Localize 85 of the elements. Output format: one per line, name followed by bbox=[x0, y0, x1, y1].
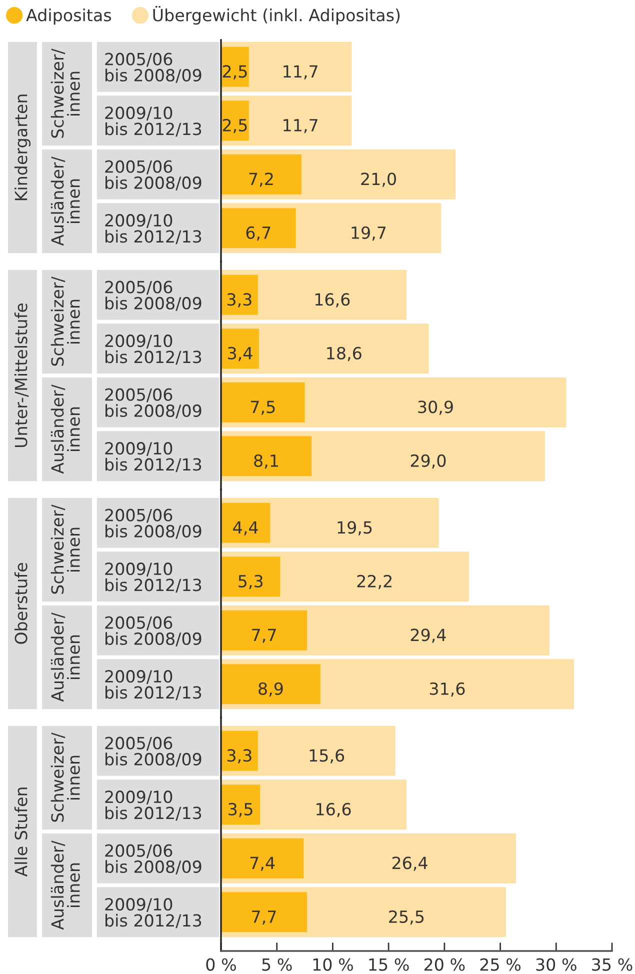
text: Ausländer/ innen bbox=[50, 612, 80, 702]
y-tick-label: 2009/10 bis 2012/13 bbox=[105, 442, 202, 472]
legend-label: Adipositas bbox=[26, 8, 112, 25]
bar bbox=[221, 784, 260, 825]
y-tick-label: 2005/06 bis 2008/09 bbox=[105, 52, 202, 83]
bar bbox=[221, 328, 259, 369]
y-tick-label: 2005/06 bis 2008/09 bbox=[105, 388, 202, 418]
legend-label: Übergewicht (inkl. Adipositas) bbox=[153, 6, 400, 25]
data-label: 6,7 bbox=[246, 226, 270, 241]
data-label: 8,1 bbox=[254, 454, 278, 469]
data-label: 2,5 bbox=[222, 65, 247, 80]
text: Unter-/Mittelstufe bbox=[14, 303, 29, 447]
text: Ausländer/ innen bbox=[50, 156, 80, 246]
data-label: 5,3 bbox=[238, 574, 263, 590]
text: Schweizer/ innen bbox=[50, 48, 80, 138]
data-label: 18,6 bbox=[327, 346, 362, 362]
text: Ausländer/ innen bbox=[50, 840, 80, 930]
y-tick-label: 2005/06 bis 2008/09 bbox=[105, 280, 202, 311]
data-label: 2,5 bbox=[222, 118, 247, 134]
data-label: 8,9 bbox=[258, 682, 283, 697]
y-tick-label: 2009/10 bis 2012/13 bbox=[105, 106, 202, 137]
y-tick-label: 2009/10 bis 2012/13 bbox=[105, 670, 202, 700]
data-label: 22,2 bbox=[357, 574, 392, 590]
y-tick-label: 2005/06 bis 2008/09 bbox=[105, 736, 202, 767]
bar bbox=[221, 154, 302, 194]
bar bbox=[221, 664, 320, 704]
y-tick-label: 2009/10 bis 2012/13 bbox=[105, 562, 202, 593]
bar bbox=[221, 610, 308, 650]
bar bbox=[221, 46, 249, 87]
y-tick-label: 2009/10 bis 2012/13 bbox=[105, 898, 202, 928]
text: Schweizer/ innen bbox=[50, 504, 80, 594]
x-tick-label: 30 % bbox=[536, 958, 576, 971]
data-label: 30,9 bbox=[418, 400, 453, 415]
data-label: 11,7 bbox=[284, 65, 318, 80]
data-label: 3,5 bbox=[228, 802, 252, 818]
data-label: 7,2 bbox=[249, 172, 273, 187]
data-label: 3,3 bbox=[227, 293, 252, 308]
data-label: 19,7 bbox=[352, 226, 386, 241]
y-tick-label: 2005/06 bis 2008/09 bbox=[105, 844, 202, 874]
data-label: 7,7 bbox=[252, 910, 276, 925]
data-label: 7,4 bbox=[250, 856, 275, 871]
x-tick-label: 35 % bbox=[592, 958, 632, 971]
y-tick-label: 2005/06 bis 2008/09 bbox=[105, 508, 202, 539]
data-label: 4,4 bbox=[233, 521, 258, 536]
text: Kindergarten bbox=[14, 94, 31, 200]
data-label: 16,6 bbox=[316, 802, 351, 818]
data-label: 7,5 bbox=[251, 400, 275, 415]
bar bbox=[221, 502, 270, 543]
bar bbox=[221, 208, 296, 248]
data-label: 25,5 bbox=[389, 910, 424, 925]
text: Schweizer/ innen bbox=[50, 276, 80, 366]
x-tick-label: 5 % bbox=[262, 958, 292, 971]
data-label: 3,4 bbox=[228, 346, 252, 362]
bar bbox=[221, 892, 308, 932]
y-tick-label: 2005/06 bis 2008/09 bbox=[105, 616, 202, 646]
text: Alle Stufen bbox=[14, 788, 28, 877]
data-label: 31,6 bbox=[430, 682, 465, 697]
bar bbox=[221, 274, 258, 315]
y-tick-label: 2009/10 bis 2012/13 bbox=[105, 790, 202, 821]
bar bbox=[221, 556, 280, 597]
data-label: 11,7 bbox=[284, 119, 318, 134]
x-tick-label: 15 % bbox=[369, 958, 409, 971]
x-tick-label: 20 % bbox=[424, 958, 465, 971]
data-label: 21,0 bbox=[361, 172, 396, 187]
bar bbox=[221, 838, 304, 878]
data-label: 16,6 bbox=[315, 293, 350, 308]
text: Oberstufe bbox=[14, 563, 28, 644]
data-label: 19,5 bbox=[338, 521, 372, 536]
bar bbox=[221, 730, 258, 771]
x-tick-label: 10 % bbox=[313, 958, 353, 971]
data-label: 15,6 bbox=[310, 749, 344, 764]
bar bbox=[221, 382, 305, 422]
y-tick-label: 2009/10 bis 2012/13 bbox=[105, 334, 202, 365]
x-tick-label: 25 % bbox=[480, 958, 521, 971]
y-tick-label: 2009/10 bis 2012/13 bbox=[105, 214, 202, 244]
data-label: 7,7 bbox=[252, 628, 276, 643]
x-tick-label: 0 % bbox=[206, 958, 236, 971]
data-label: 3,3 bbox=[227, 749, 252, 764]
text: Ausländer/ innen bbox=[50, 384, 80, 474]
y-tick-label: 2005/06 bis 2008/09 bbox=[105, 160, 202, 190]
text: Schweizer/ innen bbox=[50, 732, 80, 822]
data-label: 29,0 bbox=[410, 454, 446, 469]
bar bbox=[221, 436, 312, 476]
data-label: 26,4 bbox=[392, 856, 428, 871]
data-label: 29,4 bbox=[410, 628, 446, 643]
